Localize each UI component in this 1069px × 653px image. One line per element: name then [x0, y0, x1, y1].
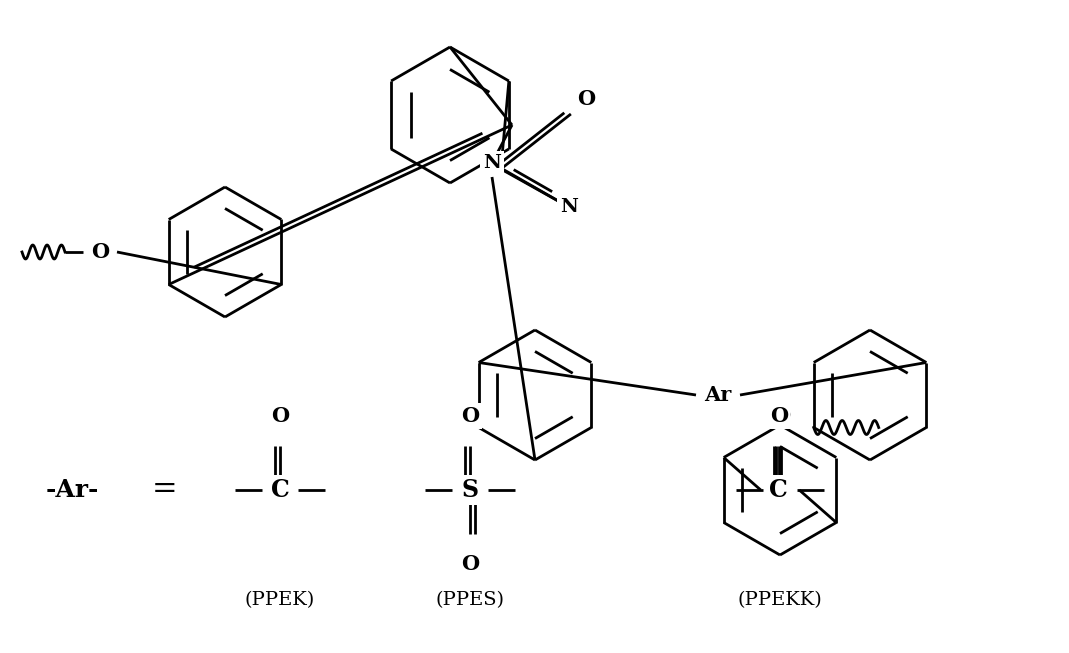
- Text: (PPEK): (PPEK): [245, 591, 315, 609]
- Text: O: O: [461, 406, 479, 426]
- Text: C: C: [772, 478, 791, 502]
- Text: S: S: [462, 478, 479, 502]
- Text: O: O: [770, 406, 788, 426]
- Text: (PPEKK): (PPEKK): [738, 591, 822, 609]
- Text: C: C: [270, 478, 290, 502]
- Text: O: O: [577, 89, 595, 109]
- Text: Ar: Ar: [704, 385, 731, 405]
- Text: O: O: [461, 554, 479, 574]
- Text: -Ar-: -Ar-: [45, 478, 98, 502]
- Text: =: =: [152, 475, 177, 505]
- Text: (PPES): (PPES): [435, 591, 505, 609]
- Text: O: O: [270, 406, 289, 426]
- Text: N: N: [560, 198, 578, 216]
- Text: O: O: [772, 406, 790, 426]
- Text: O: O: [91, 242, 109, 262]
- Text: C: C: [770, 478, 788, 502]
- Text: N: N: [483, 154, 501, 172]
